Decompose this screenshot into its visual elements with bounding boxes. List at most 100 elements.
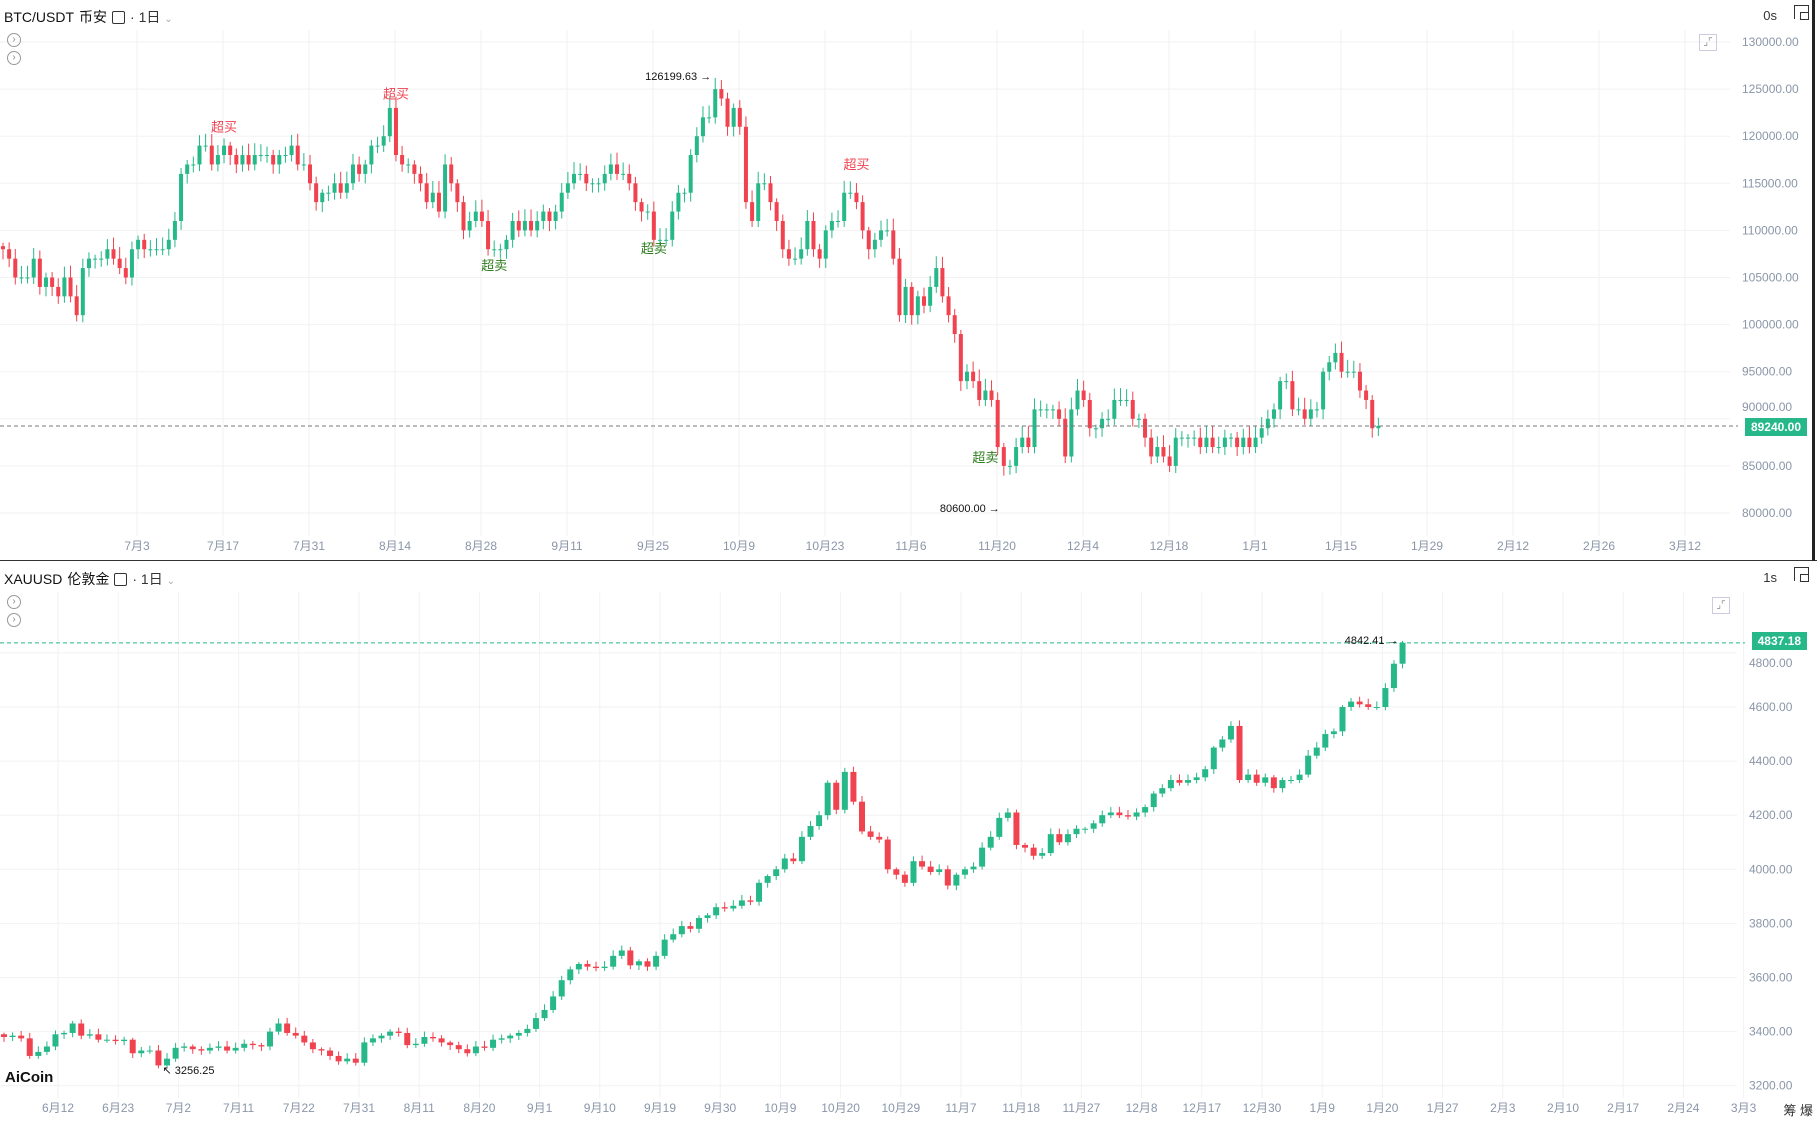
candle-body <box>443 164 448 212</box>
candle-body <box>406 164 411 166</box>
candle-body <box>326 192 331 194</box>
candle-body <box>983 390 988 400</box>
scrollbar[interactable] <box>1812 0 1815 561</box>
candle-body <box>737 107 742 127</box>
candle-body <box>99 258 104 260</box>
candle-body <box>1198 437 1203 448</box>
candle-body <box>430 192 435 203</box>
low-price-label: ↖ 3256.25 <box>162 1065 214 1077</box>
candle-body <box>747 900 754 902</box>
candle-body <box>215 155 220 165</box>
candle-body <box>995 399 1000 448</box>
candle-body <box>1 1034 7 1038</box>
candle-body <box>378 1035 385 1039</box>
x-tick-label: 10月9 <box>764 1101 796 1115</box>
refresh-timer: 0s <box>1763 8 1777 23</box>
candle-body <box>610 955 617 967</box>
candle-body <box>105 249 110 259</box>
candle-body <box>228 145 233 156</box>
gold-chart-panel[interactable]: 4800.00 4600.00 4400.00 4200.00 4000.00 3800.… <box>0 562 1817 1121</box>
expand-indicator-icon[interactable]: › <box>7 51 21 65</box>
gold-header: XAUUSD 伦敦金 · 1日 ⌄ <box>4 569 175 589</box>
candle-body <box>1376 425 1381 429</box>
candle-body <box>961 869 968 875</box>
candle-body <box>1075 390 1080 410</box>
candle-body <box>676 192 681 212</box>
candle-body <box>854 192 859 203</box>
candle-body <box>387 107 392 137</box>
candle-body <box>841 771 848 810</box>
expand-indicator-icon[interactable]: › <box>7 33 21 47</box>
candle-body <box>1253 437 1258 448</box>
window-icon[interactable] <box>1794 567 1809 582</box>
expand-indicator-icon[interactable]: › <box>7 595 21 609</box>
candle-body <box>824 782 831 816</box>
candle-body <box>1082 828 1089 830</box>
x-tick-label: 9月30 <box>704 1101 736 1115</box>
candle-body <box>472 1046 479 1054</box>
candle-body <box>148 249 153 251</box>
candle-body <box>166 239 171 250</box>
y-tick-label: 90000.00 <box>1742 400 1792 414</box>
gold-candlestick-chart[interactable]: 4800.00 4600.00 4400.00 4200.00 4000.00 3800.… <box>0 562 1817 1121</box>
btc-chart-panel[interactable]: 130000.00 125000.00 120000.00 115000.00 1100… <box>0 0 1817 561</box>
candle-body <box>1167 456 1172 466</box>
candle-body <box>639 202 644 212</box>
candle-body <box>1339 707 1346 732</box>
candle-body <box>996 817 1003 837</box>
x-tick-label: 9月11 <box>551 539 582 553</box>
candle-body <box>74 296 79 316</box>
candle-body <box>1245 774 1252 781</box>
symbol[interactable]: BTC/USDT <box>4 9 74 25</box>
candle-body <box>344 1058 351 1062</box>
candle-body <box>19 277 24 279</box>
candle-body <box>1179 437 1184 439</box>
candle-body <box>952 315 957 335</box>
window-icon[interactable] <box>1794 5 1809 20</box>
candle-body <box>1030 847 1037 856</box>
y-tick-label: 4600.00 <box>1749 700 1793 714</box>
candle-body <box>1193 777 1200 781</box>
candle-body <box>1020 437 1025 448</box>
interval-select[interactable]: · 1日 ⌄ <box>130 9 173 25</box>
btc-candlestick-chart[interactable]: 130000.00 125000.00 120000.00 115000.00 1100… <box>0 0 1817 561</box>
edit-icon[interactable] <box>114 572 128 586</box>
candle-body <box>1133 812 1140 817</box>
candle-body <box>618 950 625 956</box>
candle-body <box>876 836 883 840</box>
candle-body <box>395 1031 402 1033</box>
candle-body <box>529 220 534 231</box>
candle-body <box>934 268 939 287</box>
candle-body <box>1216 447 1221 449</box>
candle-body <box>292 1032 299 1036</box>
candle-body <box>1136 418 1141 420</box>
shrink-icon[interactable]: ⌟⌜ <box>1712 597 1730 614</box>
x-tick-label: 7月2 <box>166 1101 192 1115</box>
x-tick-label: 11月27 <box>1062 1101 1100 1115</box>
candle-body <box>756 183 761 221</box>
y-tick-label: 130000.00 <box>1742 35 1799 49</box>
candle-body <box>271 155 276 165</box>
edit-icon[interactable] <box>112 10 125 24</box>
expand-indicator-icon[interactable]: › <box>7 613 21 627</box>
candle-body <box>252 155 257 165</box>
low-price-label: 80600.00 → <box>940 503 1000 515</box>
x-tick-label: 12月18 <box>1150 539 1189 553</box>
footer-icons[interactable]: 筹 爆 <box>1783 1103 1813 1118</box>
x-tick-label: 7月11 <box>223 1101 254 1115</box>
symbol[interactable]: XAUUSD <box>4 571 63 587</box>
refresh-timer: 1s <box>1763 570 1777 585</box>
signal-label-buy: 超买 <box>383 87 409 102</box>
candle-body <box>1143 418 1148 438</box>
shrink-icon[interactable]: ⌟⌜ <box>1699 34 1717 51</box>
candle-body <box>687 926 694 929</box>
candle-body <box>265 155 270 157</box>
candle-body <box>575 963 582 970</box>
candle-body <box>1013 812 1020 845</box>
candle-body <box>1278 381 1283 410</box>
candle-body <box>1265 418 1270 429</box>
candle-body <box>1313 747 1320 756</box>
candle-body <box>1007 465 1012 467</box>
candle-body <box>1001 447 1006 466</box>
interval-select[interactable]: · 1日 ⌄ <box>132 571 175 587</box>
